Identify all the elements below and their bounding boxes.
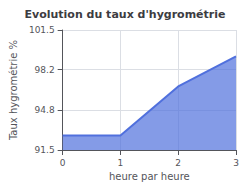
svg-text:2: 2 xyxy=(175,158,181,168)
svg-text:91.5: 91.5 xyxy=(35,145,55,155)
svg-text:Taux hygrométrie %: Taux hygrométrie % xyxy=(8,40,19,141)
svg-text:94.8: 94.8 xyxy=(35,105,55,115)
svg-text:3: 3 xyxy=(233,158,239,168)
svg-text:101.5: 101.5 xyxy=(29,25,55,35)
svg-text:Evolution du taux d'hygrométri: Evolution du taux d'hygrométrie xyxy=(25,8,226,21)
svg-text:98.2: 98.2 xyxy=(35,65,55,75)
svg-text:1: 1 xyxy=(118,158,124,168)
svg-text:heure par heure: heure par heure xyxy=(109,171,190,182)
svg-text:0: 0 xyxy=(60,158,66,168)
